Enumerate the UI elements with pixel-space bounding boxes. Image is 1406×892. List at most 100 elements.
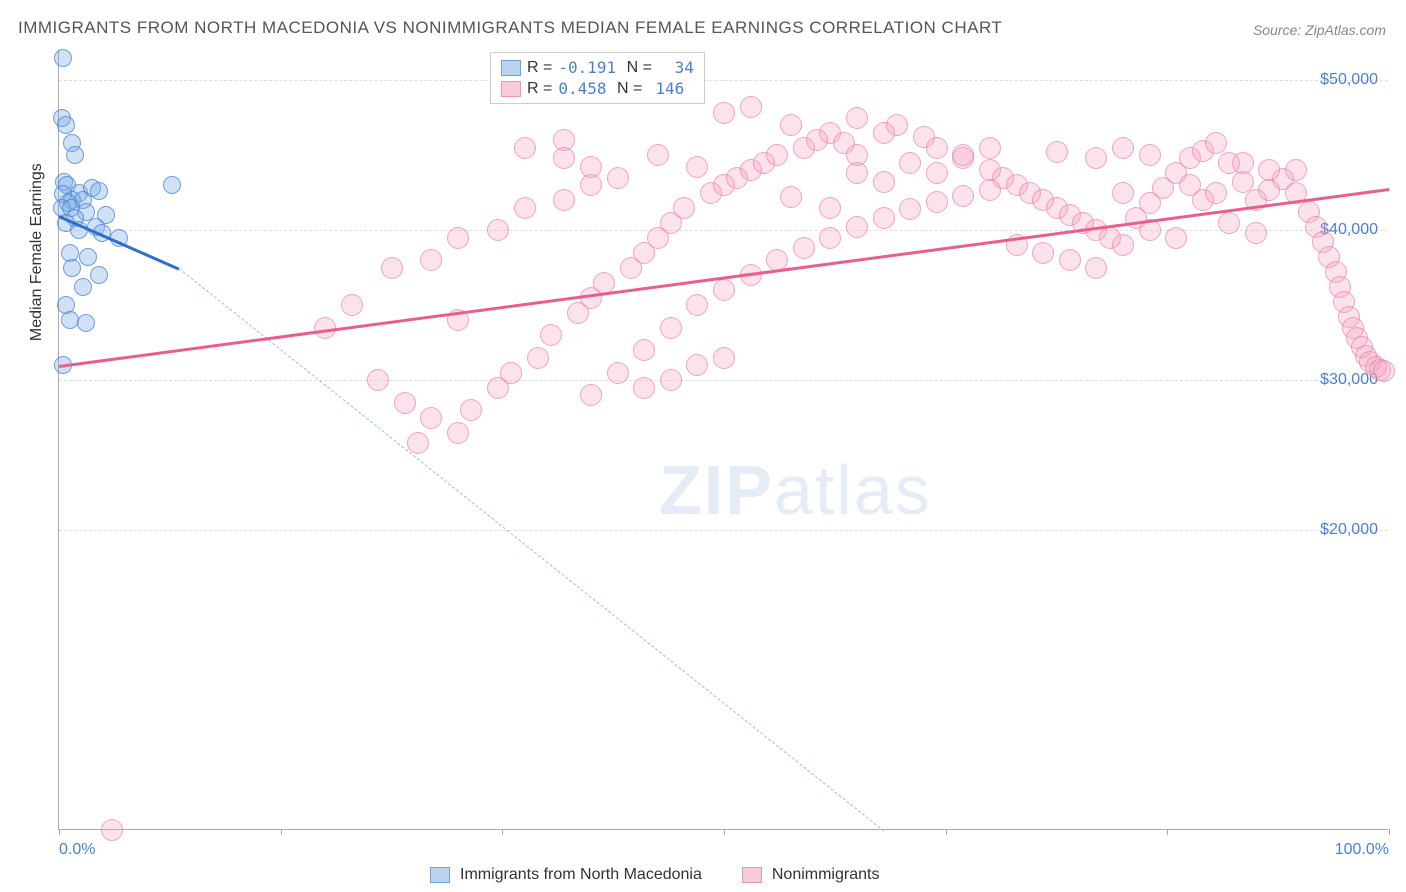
data-point [1139,144,1161,166]
data-point [447,227,469,249]
r-value-0: -0.191 [558,58,616,77]
data-point [686,354,708,376]
data-point [514,197,536,219]
data-point [819,227,841,249]
n-value-1: 146 [648,79,684,98]
data-point [447,422,469,444]
data-point [580,384,602,406]
data-point [660,369,682,391]
data-point [686,156,708,178]
legend-swatch [742,867,762,883]
ytick-label: $20,000 [1320,521,1378,539]
data-point [63,259,81,277]
data-point [1112,137,1134,159]
xtick-label: 100.0% [1335,841,1389,859]
data-point [460,399,482,421]
xtick-label: 0.0% [59,841,95,859]
data-point [1032,242,1054,264]
swatch-series-0 [501,60,521,76]
gridline [59,230,1388,231]
xtick-mark [946,829,947,835]
plot-area: ZIPatlas $20,000$30,000$40,000$50,0000.0… [58,50,1388,830]
legend-row-series-1: R = 0.458 N = 146 [501,78,694,99]
data-point [1179,174,1201,196]
data-point [381,257,403,279]
data-point [780,114,802,136]
data-point [979,179,1001,201]
data-point [673,197,695,219]
data-point [1218,212,1240,234]
data-point [660,317,682,339]
data-point [77,314,95,332]
legend-row-series-0: R = -0.191 N = 34 [501,57,694,78]
data-point [899,198,921,220]
data-point [793,237,815,259]
data-point [633,377,655,399]
data-point [1059,249,1081,271]
data-point [407,432,429,454]
data-point [952,185,974,207]
data-point [1112,182,1134,204]
data-point [593,272,615,294]
data-point [607,167,629,189]
data-point [394,392,416,414]
data-point [819,197,841,219]
data-point [514,137,536,159]
correlation-legend: R = -0.191 N = 34 R = 0.458 N = 146 [490,52,705,104]
legend-label: Immigrants from North Macedonia [460,866,702,884]
data-point [686,294,708,316]
gridline [59,80,1388,81]
data-point [607,362,629,384]
data-point [101,819,123,841]
data-point [420,249,442,271]
data-point [66,146,84,164]
data-point [926,162,948,184]
data-point [487,219,509,241]
data-point [979,137,1001,159]
r-value-1: 0.458 [558,79,606,98]
data-point [647,144,669,166]
ytick-label: $50,000 [1320,71,1378,89]
n-value-0: 34 [658,58,694,77]
data-point [54,49,72,67]
data-point [846,107,868,129]
data-point [90,182,108,200]
data-point [74,278,92,296]
data-point [846,216,868,238]
data-point [926,137,948,159]
data-point [1165,227,1187,249]
xtick-mark [59,829,60,835]
xtick-mark [1167,829,1168,835]
data-point [873,171,895,193]
data-point [1373,360,1395,382]
data-point [341,294,363,316]
data-point [1085,257,1107,279]
data-point [1205,132,1227,154]
y-axis-label: Median Female Earnings [28,163,46,341]
data-point [766,144,788,166]
data-point [553,189,575,211]
swatch-series-1 [501,81,521,97]
data-point [780,186,802,208]
data-point [886,114,908,136]
data-point [1285,159,1307,181]
data-point [633,339,655,361]
data-point [1232,152,1254,174]
source-label: Source: ZipAtlas.com [1253,22,1386,38]
xtick-mark [502,829,503,835]
data-point [713,279,735,301]
data-point [57,116,75,134]
data-point [580,156,602,178]
chart-container: IMMIGRANTS FROM NORTH MACEDONIA VS NONIM… [0,0,1406,892]
data-point [500,362,522,384]
watermark: ZIPatlas [659,450,932,530]
data-point [1245,222,1267,244]
xtick-mark [281,829,282,835]
xtick-mark [724,829,725,835]
data-point [90,266,108,284]
legend-swatch [430,867,450,883]
data-point [1046,141,1068,163]
data-point [740,96,762,118]
data-point [163,176,181,194]
data-point [713,347,735,369]
